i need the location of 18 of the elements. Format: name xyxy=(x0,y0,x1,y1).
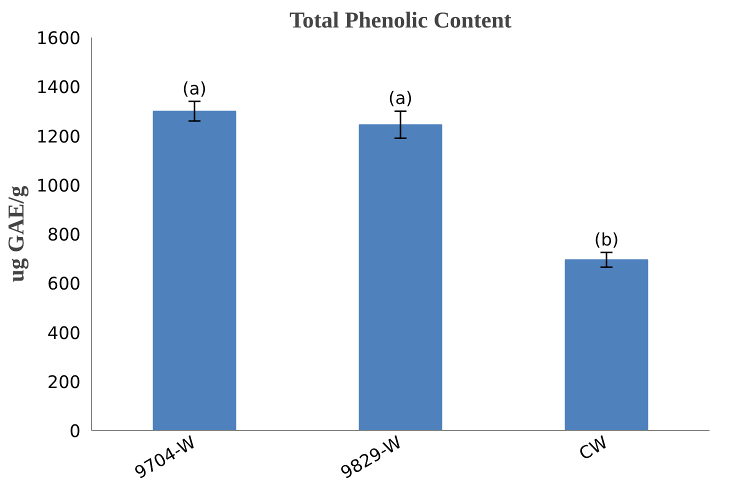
y-tick-label: 1200 xyxy=(36,127,81,148)
y-tick-label: 200 xyxy=(47,372,81,393)
annotation: (a) xyxy=(182,79,207,100)
y-tick-label: 1600 xyxy=(36,29,81,49)
chart-title: Total Phenolic Content xyxy=(290,8,512,32)
bar xyxy=(358,124,442,430)
y-tick-label: 0 xyxy=(69,422,81,442)
y-tick-label: 600 xyxy=(47,274,81,295)
y-tick-label: 800 xyxy=(47,226,81,246)
y-tick-label: 400 xyxy=(47,324,81,344)
y-tick-label: 1000 xyxy=(36,176,81,196)
annotation: (b) xyxy=(594,230,619,250)
y-axis-title: ug GAE/g xyxy=(3,185,28,282)
bar xyxy=(152,110,236,430)
bar xyxy=(564,259,648,430)
x-tick-label: CW xyxy=(576,432,612,465)
annotation: (a) xyxy=(388,89,413,110)
y-tick-label: 1400 xyxy=(36,78,81,98)
